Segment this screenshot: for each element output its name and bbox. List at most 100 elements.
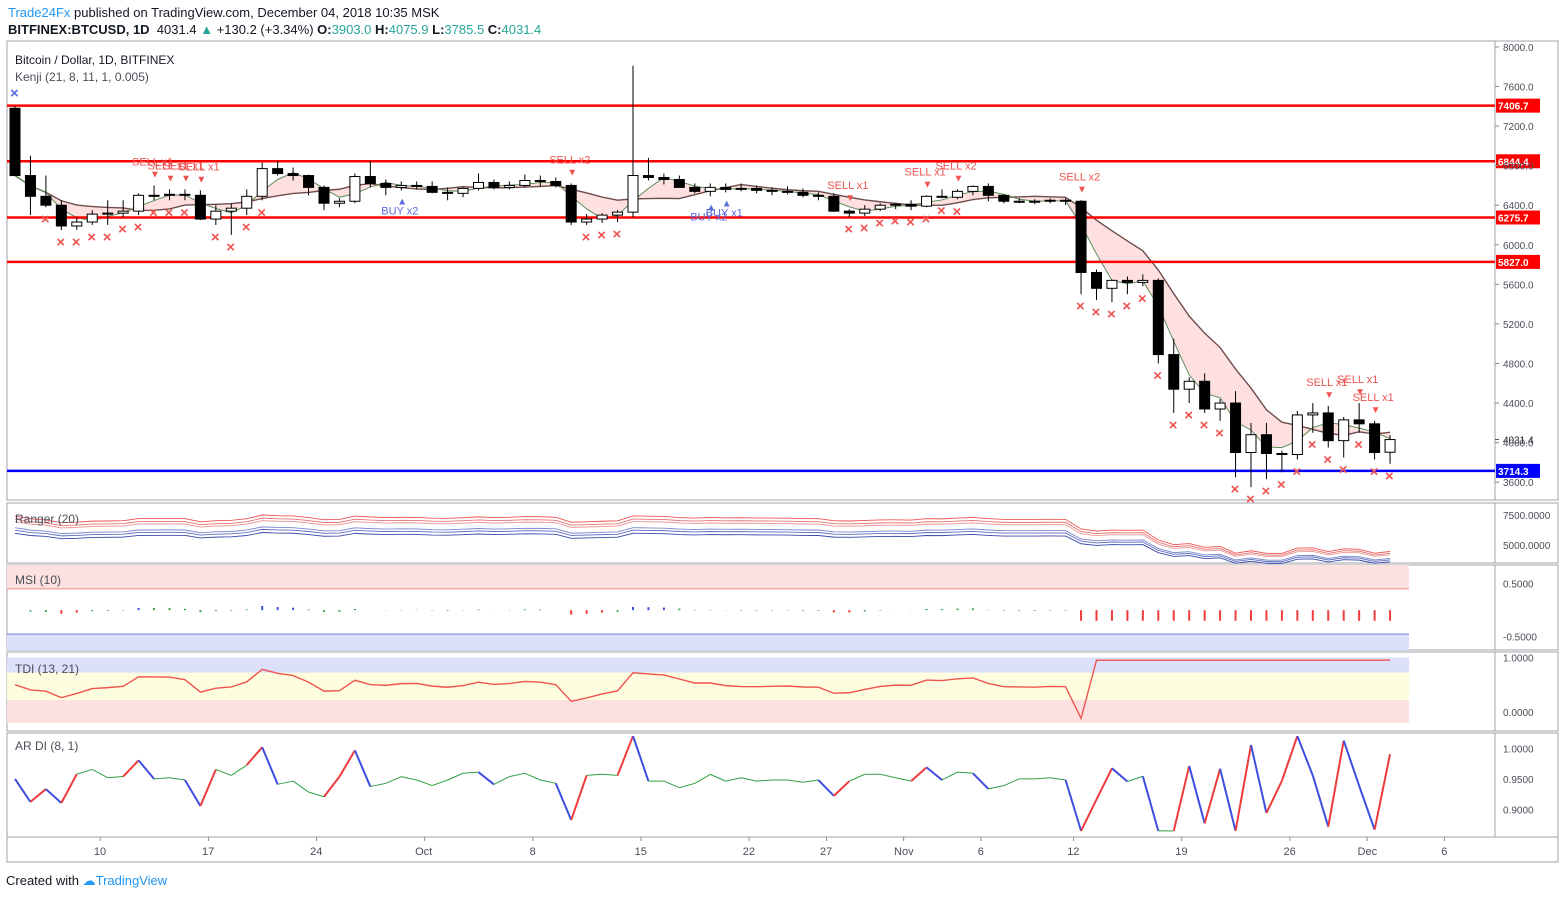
time-tick-label: 26: [1284, 846, 1296, 858]
ardi-segment: [756, 779, 773, 782]
ardi-segment: [710, 773, 726, 782]
level-tag-label: 5827.0: [1498, 258, 1529, 269]
time-axis[interactable]: 10 17 24 Oct 8 15 22 27 Nov 6 12 19 26 Dec 6: [94, 837, 1447, 858]
candle-body: [55, 204, 67, 227]
candle-body: [1121, 279, 1133, 283]
buy-arrow-icon: ▲: [706, 202, 716, 213]
candle-body: [1214, 402, 1226, 410]
candle-body: [457, 187, 469, 194]
sell-x-mark: ×: [1385, 468, 1394, 485]
candle-body: [550, 180, 562, 186]
ardi-segment: [401, 776, 417, 781]
ardi-segment: [199, 769, 217, 807]
candle-body: [1091, 271, 1102, 289]
tdi-line: [14, 659, 1391, 721]
candle-body: [890, 203, 902, 206]
candle-body: [519, 179, 531, 186]
candle-body: [1168, 354, 1180, 390]
last-price-label: 4031.4: [1503, 436, 1534, 447]
sell-signal-label: SELL x1: [132, 156, 173, 168]
publisher-link[interactable]: Trade24Fx: [8, 5, 71, 20]
sell-x-mark: ×: [1092, 304, 1101, 321]
tradingview-logo-icon[interactable]: ☁: [82, 873, 96, 888]
candle-body: [24, 175, 36, 197]
ardi-segment: [570, 775, 588, 821]
ardi-segment: [679, 782, 695, 789]
ardi-segment: [416, 779, 433, 787]
candle-body: [1260, 434, 1272, 455]
indicator-bands: [7, 565, 1409, 723]
ardi-tick-label: 1.0000: [1503, 744, 1534, 755]
symbol-name: BITFINEX:BTCUSD, 1D: [8, 22, 150, 37]
ranger-title: Ranger (20): [15, 512, 79, 526]
buy-signal-label: BUY x2: [690, 211, 727, 223]
ardi-segment: [632, 735, 650, 782]
ardi-segment: [308, 791, 325, 798]
price-axis[interactable]: 7406.7 6844.4 6275.7 5827.0 3714.3 4031.4 3600…: [1495, 43, 1551, 817]
msi-title: MSI (10): [15, 573, 61, 587]
ardi-segment: [941, 771, 958, 781]
pane-titles: Bitcoin / Dollar, 1D, BITFINEX Kenji (21,…: [15, 53, 174, 753]
candle-body: [612, 211, 624, 216]
low-label: L:: [432, 22, 445, 37]
ardi-segment: [447, 772, 464, 781]
ardi-segment: [277, 780, 294, 785]
sell-x-mark: ×: [937, 202, 946, 219]
tradingview-link[interactable]: TradingView: [95, 873, 168, 888]
sell-x-mark: ×: [1354, 437, 1363, 454]
sell-x-mark: ×: [180, 204, 189, 221]
pane-frame: [6, 502, 1559, 564]
candle-body: [1199, 380, 1211, 410]
candle-body: [1060, 199, 1072, 202]
candle-body: [1029, 200, 1041, 203]
ardi-segment: [477, 771, 495, 786]
candle-body: [256, 168, 268, 197]
ardi-segment: [586, 773, 603, 776]
sell-signal-label: SELL x1: [1337, 374, 1378, 386]
ranger-band-line: [14, 514, 1391, 554]
candle-body: [272, 168, 284, 175]
ardi-segment: [817, 779, 835, 797]
symbol-line: BITFINEX:BTCUSD, 1D 4031.4 ▲ +130.2 (+3.…: [8, 22, 541, 37]
sell-arrow-icon: ▼: [923, 179, 933, 190]
tdi-tick-label: 1.0000: [1503, 653, 1534, 664]
ardi-segment: [540, 779, 556, 784]
sell-x-mark: ×: [891, 213, 900, 230]
ardi-segment: [92, 769, 108, 779]
ranger-tick-label: 7500.0000: [1503, 511, 1551, 522]
sell-arrow-icon: ▼: [1355, 387, 1365, 398]
ardi-segment: [1311, 775, 1330, 827]
sell-signal-label: SELL x1: [178, 161, 219, 173]
ardi-segment: [1280, 735, 1299, 782]
candle-body: [689, 186, 701, 192]
footer: Created with ☁TradingView: [6, 873, 167, 889]
ardi-segment: [849, 773, 865, 782]
sell-arrow-icon: ▼: [1371, 405, 1381, 416]
candle-body: [380, 182, 392, 188]
time-axis-frame: [6, 836, 1559, 863]
kenji-indicator-label: Kenji (21, 8, 11, 1, 0.005): [15, 70, 149, 84]
sell-arrow-icon: ▼: [181, 173, 191, 184]
publish-line: Trade24Fx published on TradingView.com, …: [8, 5, 439, 20]
ardi-segment: [385, 776, 402, 784]
level-tag-label: 3714.3: [1498, 467, 1529, 478]
ardi-segment: [1064, 779, 1083, 832]
candle-body: [936, 195, 948, 198]
ardi-segment: [14, 778, 32, 803]
sell-signal-label: SELL x1: [163, 160, 204, 172]
sell-x-mark: ×: [582, 229, 591, 246]
ardi-segment: [107, 776, 124, 779]
candle-body: [40, 195, 52, 206]
ardi-segment: [787, 779, 804, 783]
candle-body: [9, 107, 21, 177]
time-tick-label: 19: [1175, 846, 1187, 858]
msi-tick-label: -0.5000: [1503, 633, 1537, 644]
open-label: O:: [317, 22, 332, 37]
sell-arrow-icon: ▼: [196, 174, 206, 185]
buy-arrow-icon: ▲: [722, 198, 732, 209]
candle-body: [1307, 412, 1319, 416]
ardi-segment: [1327, 740, 1345, 827]
level-tag-label: 7406.7: [1498, 102, 1529, 113]
ardi-segment: [802, 779, 819, 783]
